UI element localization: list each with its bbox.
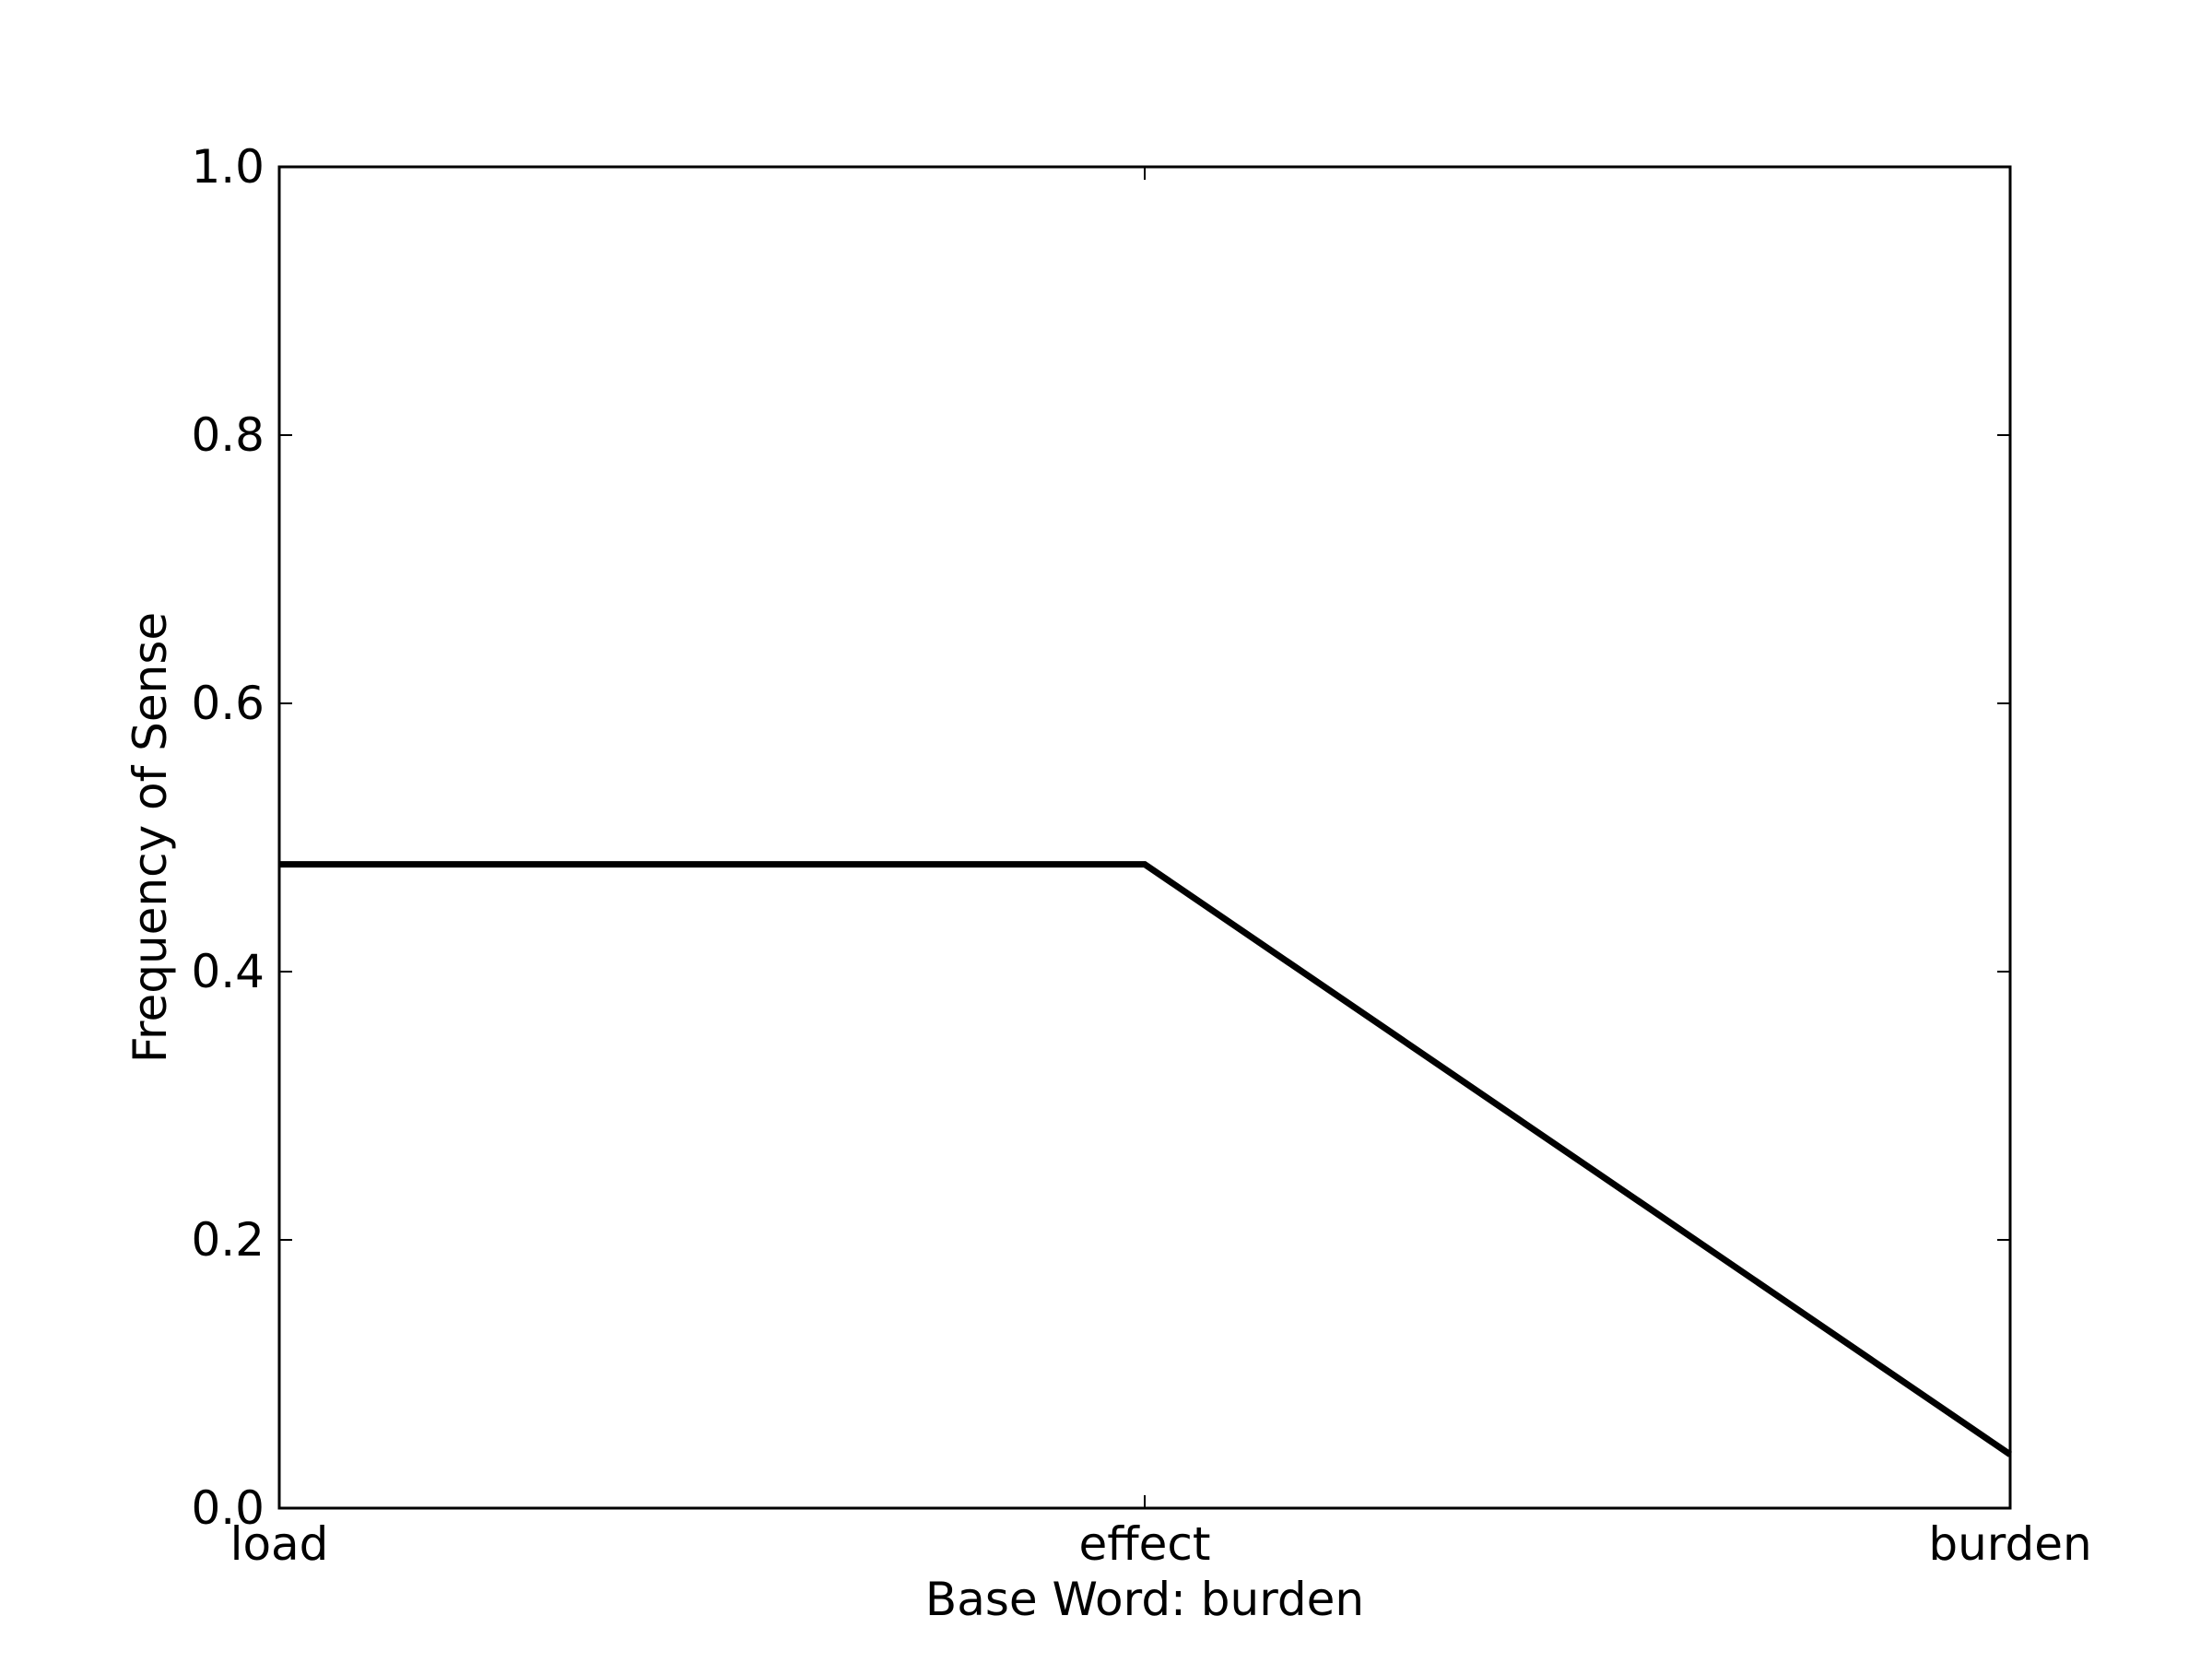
y-tick-label: 0.6 bbox=[191, 677, 265, 730]
x-tick-label: effect bbox=[1078, 1517, 1210, 1571]
y-tick-label: 0.8 bbox=[191, 408, 265, 462]
series-line bbox=[279, 865, 2010, 1455]
y-tick-label: 0.4 bbox=[191, 945, 265, 998]
x-tick-label: burden bbox=[1928, 1517, 2091, 1571]
y-axis-label: Frequency of Sense bbox=[124, 612, 177, 1063]
plot-marks bbox=[279, 865, 2010, 1455]
x-axis-label: Base Word: burden bbox=[925, 1573, 1364, 1626]
y-tick-label: 0.2 bbox=[191, 1213, 265, 1267]
plot-frame bbox=[279, 167, 2010, 1508]
x-tick-label: load bbox=[230, 1517, 329, 1571]
y-tick-label: 1.0 bbox=[191, 140, 265, 194]
